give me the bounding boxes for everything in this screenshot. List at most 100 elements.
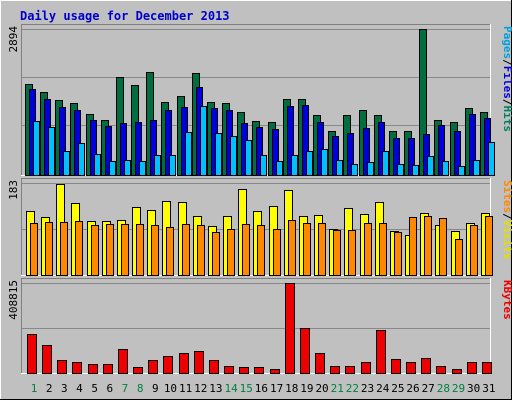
bar-files-day-25: [393, 138, 400, 176]
bar-sites-day-7: [121, 224, 129, 276]
bar-sites-day-26: [409, 217, 417, 276]
bar-kbytes-day-5: [88, 364, 98, 374]
bar-pages-day-13: [215, 133, 222, 176]
bar-kbytes-day-3: [57, 360, 67, 374]
bar-sites-day-21: [333, 230, 341, 276]
bar-files-day-29: [454, 131, 461, 176]
x-tick-label: 24: [376, 382, 390, 395]
bar-kbytes-day-29: [452, 369, 462, 374]
bar-kbytes-day-20: [315, 353, 325, 374]
bar-pages-day-10: [169, 155, 176, 176]
bar-kbytes-day-25: [391, 359, 401, 374]
bar-sites-day-27: [424, 216, 432, 276]
bar-sites-day-6: [106, 224, 114, 276]
bar-files-day-21: [332, 136, 339, 176]
bar-kbytes-day-31: [482, 362, 492, 374]
bar-files-day-27: [423, 134, 430, 176]
bar-pages-day-3: [63, 151, 70, 176]
x-tick-label: 25: [391, 382, 404, 395]
bar-files-day-6: [105, 126, 112, 176]
x-tick-label: 18: [285, 382, 298, 395]
bar-pages-day-1: [33, 121, 40, 176]
bar-sites-day-3: [60, 222, 68, 276]
bar-kbytes-day-21: [330, 366, 340, 374]
legend-text: /: [501, 213, 512, 220]
bar-kbytes-day-9: [148, 360, 158, 374]
x-tick-label: 27: [422, 382, 435, 395]
bar-pages-day-18: [291, 155, 298, 176]
bar-kbytes-day-16: [254, 367, 264, 374]
bar-kbytes-day-15: [239, 367, 249, 374]
bar-sites-day-1: [30, 223, 38, 276]
legend-text: Pages: [501, 26, 512, 59]
bar-kbytes-day-28: [436, 366, 446, 374]
y-axis-max-label: 183: [7, 180, 20, 200]
bar-kbytes-day-23: [361, 362, 371, 374]
bar-kbytes-day-12: [194, 351, 204, 374]
bar-files-day-28: [438, 125, 445, 176]
bar-pages-day-9: [154, 155, 161, 176]
bar-pages-day-19: [306, 151, 313, 176]
bar-kbytes-day-22: [345, 366, 355, 374]
bar-sites-day-16: [257, 225, 265, 276]
bar-sites-day-4: [75, 221, 83, 276]
bar-sites-day-25: [394, 232, 402, 276]
bar-kbytes-day-26: [406, 362, 416, 374]
legend-kbytes: KBytes: [501, 280, 512, 320]
bar-files-day-10: [165, 110, 172, 176]
bar-pages-day-30: [473, 160, 480, 176]
bar-files-day-9: [150, 120, 157, 176]
x-tick-label: 4: [76, 382, 83, 395]
bar-files-day-26: [408, 138, 415, 176]
bar-pages-day-23: [367, 162, 374, 176]
bar-sites-day-18: [288, 220, 296, 276]
x-tick-label: 14: [224, 382, 238, 395]
bar-sites-day-28: [439, 218, 447, 276]
x-tick-label: 19: [300, 382, 313, 395]
bar-files-day-5: [90, 120, 97, 176]
bar-sites-day-8: [136, 224, 144, 276]
bar-kbytes-day-17: [270, 369, 280, 374]
bar-files-day-19: [302, 105, 309, 176]
chart-title: Daily usage for December 2013: [20, 9, 230, 23]
x-tick-label: 10: [164, 382, 177, 395]
bar-files-day-23: [363, 128, 370, 176]
y-axis-max-label: 2894: [7, 26, 20, 53]
bar-pages-day-16: [260, 155, 267, 176]
x-tick-label: 6: [106, 382, 113, 395]
bar-pages-day-24: [382, 151, 389, 176]
bar-pages-day-5: [94, 154, 101, 176]
bar-sites-day-19: [303, 223, 311, 276]
bar-pages-day-31: [488, 142, 495, 176]
legend-text: Visits: [501, 220, 512, 260]
bar-files-day-8: [135, 122, 142, 176]
x-tick-label: 11: [179, 382, 192, 395]
x-tick-label: 12: [194, 382, 207, 395]
x-tick-label: 3: [61, 382, 68, 395]
bar-sites-day-29: [455, 239, 463, 276]
bar-pages-day-15: [245, 140, 252, 176]
bar-kbytes-day-14: [224, 366, 234, 374]
bar-sites-day-17: [273, 229, 281, 276]
x-tick-label: 30: [467, 382, 480, 395]
bar-kbytes-day-7: [118, 349, 128, 374]
y-axis-max-label: 408815: [7, 280, 20, 320]
legend-pages-files-hits: Pages/Files/Hits: [501, 26, 512, 132]
bar-pages-day-12: [200, 106, 207, 176]
bar-files-day-24: [378, 122, 385, 176]
bar-sites-day-9: [151, 225, 159, 276]
bar-pages-day-14: [230, 136, 237, 176]
bar-kbytes-day-10: [163, 356, 173, 374]
bar-kbytes-day-18: [285, 283, 295, 374]
bar-sites-day-14: [227, 229, 235, 276]
bar-sites-day-5: [91, 225, 99, 276]
x-tick-label: 9: [152, 382, 159, 395]
x-tick-label: 26: [406, 382, 419, 395]
bar-sites-day-13: [212, 232, 220, 276]
legend-text: Hits: [501, 106, 512, 133]
bar-kbytes-day-30: [467, 362, 477, 374]
bar-sites-day-20: [318, 223, 326, 276]
bar-files-day-7: [120, 123, 127, 176]
bar-sites-day-15: [242, 224, 250, 276]
bar-kbytes-day-24: [376, 330, 386, 374]
